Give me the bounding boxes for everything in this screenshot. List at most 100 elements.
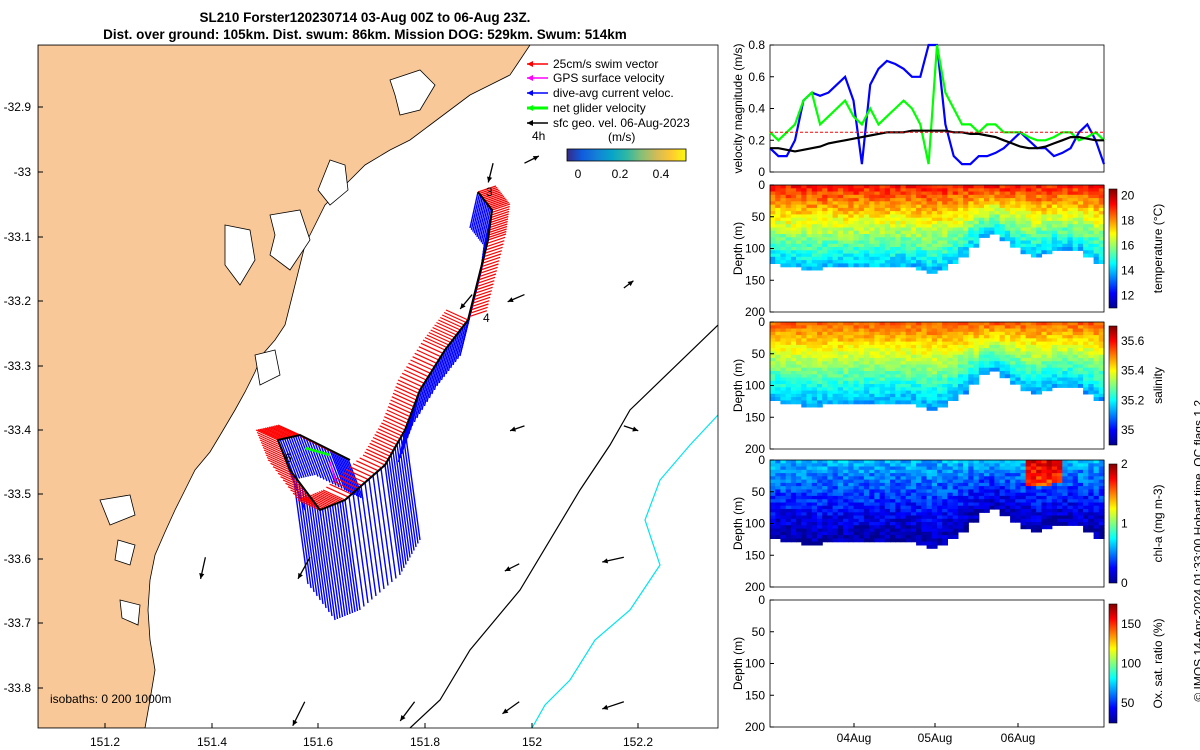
section-cell: [905, 476, 912, 481]
section-cell: [1051, 515, 1058, 520]
section-cell: [837, 390, 844, 395]
section-cell: [874, 204, 881, 209]
section-cell: [1072, 328, 1079, 333]
section-cell: [963, 188, 969, 193]
section-cell: [910, 198, 917, 202]
section-cell: [916, 224, 922, 229]
section-cell: [916, 505, 922, 510]
section-cell: [926, 476, 933, 481]
section-cell: [1010, 348, 1016, 352]
section-cell: [1057, 367, 1063, 372]
section-cell: [1020, 188, 1027, 193]
section-cell: [848, 390, 855, 395]
section-cell: [874, 473, 881, 477]
section-cell: [900, 384, 907, 388]
section-cell: [926, 403, 933, 408]
section-cell: [770, 198, 776, 202]
section-cell: [806, 512, 813, 517]
section-cell: [905, 351, 912, 356]
section-cell: [973, 482, 980, 487]
section-cell: [973, 194, 980, 199]
section-cell: [973, 371, 980, 375]
section-cell: [1062, 367, 1069, 372]
section-cell: [973, 463, 980, 468]
section-cell: [874, 515, 881, 520]
section-cell: [770, 374, 776, 379]
section-cell: [770, 466, 776, 471]
section-cell: [952, 253, 959, 258]
section-cell: [832, 476, 839, 481]
section-cell: [1077, 354, 1084, 359]
section-cell: [817, 348, 823, 352]
section-cell: [811, 367, 818, 372]
section-cell: [879, 344, 886, 349]
section-cell: [1072, 220, 1079, 225]
section-cell: [910, 377, 917, 382]
section-cell: [879, 335, 886, 339]
section-cell: [1020, 328, 1027, 333]
section-cell: [858, 387, 865, 392]
section-cell: [1025, 512, 1032, 517]
section-cell: [848, 217, 855, 222]
section-cell: [879, 224, 886, 229]
section-cell: [879, 253, 886, 258]
section-cell: [937, 227, 943, 232]
geo-vector-head: [602, 558, 609, 564]
section-cell: [1010, 351, 1016, 356]
section-cell: [1067, 522, 1074, 526]
section-cell: [1051, 361, 1058, 366]
section-cell: [1077, 227, 1084, 232]
section-cell: [806, 387, 813, 392]
section-cell: [999, 341, 1006, 346]
legend-arrowhead: [527, 75, 533, 81]
section-cell: [1004, 227, 1011, 232]
section-cell: [863, 473, 870, 477]
section-cell: [947, 194, 954, 199]
section-cell: [890, 384, 896, 388]
section-cell: [942, 371, 948, 375]
swim-vector: [477, 185, 497, 193]
section-cell: [796, 515, 802, 520]
section-cell: [900, 397, 907, 401]
section-cell: [895, 463, 902, 468]
section-cell: [811, 469, 818, 474]
section-cell: [1083, 237, 1089, 242]
section-cell: [858, 489, 865, 494]
section-cell: [822, 473, 828, 477]
section-cell: [1051, 512, 1058, 517]
section-cell: [884, 397, 891, 401]
section-cell: [963, 486, 969, 490]
section-cell: [817, 505, 823, 510]
section-cell: [968, 240, 975, 245]
section-cell: [937, 397, 943, 401]
section-cell: [863, 531, 870, 536]
section-cell: [963, 489, 969, 494]
section-cell: [1083, 522, 1089, 526]
section-cell: [790, 351, 797, 356]
section-cell: [1051, 489, 1058, 494]
section-cell: [780, 525, 787, 530]
geo-vector-head: [627, 280, 634, 287]
section-cell: [947, 512, 954, 517]
section-cell: [1083, 518, 1089, 523]
section-cell: [942, 198, 948, 202]
section-cell: [869, 499, 875, 504]
section-cell: [890, 207, 896, 212]
section-cell: [801, 185, 808, 189]
section-cell: [874, 518, 881, 523]
section-cell: [837, 518, 844, 523]
section-cell: [1046, 492, 1053, 497]
section-cell: [785, 476, 792, 481]
section-cell: [952, 191, 959, 196]
section-cell: [994, 335, 1001, 339]
section-cell: [843, 185, 849, 189]
section-cell: [1046, 463, 1053, 468]
section-cell: [905, 466, 912, 471]
section-cell: [1030, 230, 1037, 235]
section-cell: [1036, 188, 1042, 193]
section-cell: [947, 201, 954, 206]
section-cell: [968, 512, 975, 517]
section-cell: [1093, 341, 1100, 346]
section-cell: [999, 492, 1006, 497]
estuary-lake: [269, 209, 311, 271]
